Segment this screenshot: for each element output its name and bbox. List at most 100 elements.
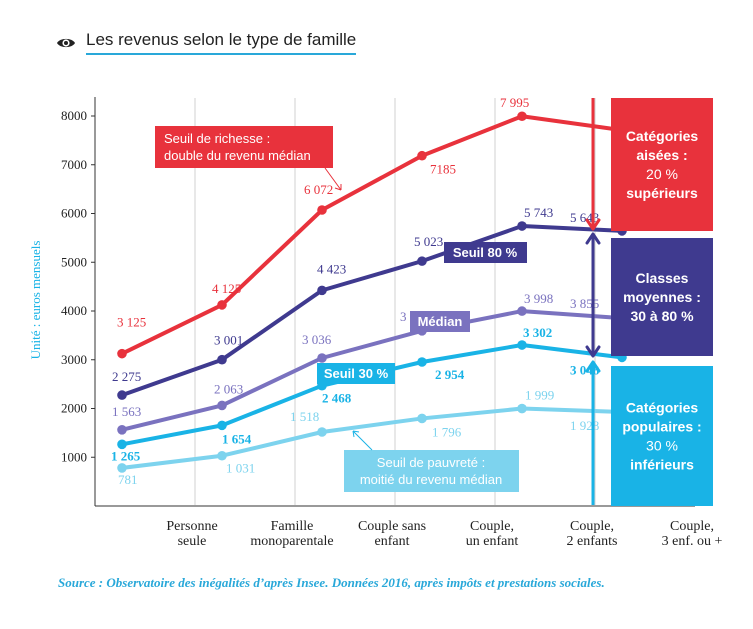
x-tick-label: Personne xyxy=(166,519,217,534)
data-label-s30: 1 265 xyxy=(111,448,141,463)
side-box xyxy=(611,238,713,356)
y-tick-label: 7000 xyxy=(61,157,87,172)
data-point-s30 xyxy=(217,420,227,431)
data-point-median xyxy=(217,400,227,411)
data-label-median: 3 998 xyxy=(524,291,553,306)
data-point-s80 xyxy=(517,221,527,231)
data-label-s80: 2 275 xyxy=(112,369,141,384)
data-label-s30: 2 954 xyxy=(435,367,465,382)
range-arrowhead-moyennes-bottom xyxy=(585,345,601,358)
x-tick-label: seule xyxy=(178,534,207,549)
data-point-s80 xyxy=(117,390,127,400)
data-label-riche: 3 125 xyxy=(117,315,146,330)
data-label-s30: 2 468 xyxy=(322,391,352,406)
page-title: Les revenus selon le type de famille xyxy=(86,30,357,55)
y-tick-label: 8000 xyxy=(61,108,87,123)
eye-icon xyxy=(57,38,75,47)
callout-box-median xyxy=(410,311,470,332)
data-point-s80 xyxy=(217,354,227,365)
data-label-pauvre: 1 999 xyxy=(525,388,554,403)
data-label-s80: 3 001 xyxy=(214,333,243,348)
data-label-pauvre: 1 031 xyxy=(226,461,255,476)
y-tick-label: 2000 xyxy=(61,401,87,416)
x-tick-label: 2 enfants xyxy=(567,534,618,549)
x-tick-label: 3 enf. ou + xyxy=(662,534,723,549)
x-tick-label: Couple, xyxy=(470,519,514,534)
y-tick-label: 3000 xyxy=(61,352,87,367)
side-box-label: 20 % xyxy=(646,166,678,182)
side-box-label: moyennes : xyxy=(623,289,701,305)
y-tick-label: 1000 xyxy=(61,449,87,464)
data-point-riche xyxy=(317,205,327,215)
x-tick-label: Couple sans xyxy=(358,519,426,534)
side-box xyxy=(611,366,713,506)
x-tick-label: Famille xyxy=(271,519,314,534)
callout-box-riche xyxy=(155,126,333,168)
range-arrowhead-riche xyxy=(585,218,601,231)
callout-text-pauvre: Seuil de pauvreté : xyxy=(377,455,485,470)
series-line-riche xyxy=(120,114,624,356)
side-box-label: aisées : xyxy=(636,147,687,163)
side-box-label: 30 % xyxy=(646,438,678,454)
data-label-pauvre: 1 928 xyxy=(570,418,599,433)
series-line-pauvre xyxy=(120,406,624,470)
data-point-pauvre xyxy=(117,463,127,473)
data-label-s80: 5 743 xyxy=(524,205,553,220)
data-point-s30 xyxy=(117,439,127,450)
callout-box-pauvre xyxy=(344,450,519,492)
callout-box-s80 xyxy=(444,242,527,263)
data-point-riche xyxy=(217,300,227,310)
callout-text-s80: Seuil 80 % xyxy=(453,245,518,260)
callout-arrow-pauvre xyxy=(352,430,360,438)
callout-text-s30: Seuil 30 % xyxy=(324,366,389,381)
side-box-label: populaires : xyxy=(622,419,701,435)
y-tick-label: 6000 xyxy=(61,206,87,221)
data-label-riche: 7 995 xyxy=(500,95,529,110)
x-tick-label: monoparentale xyxy=(250,534,333,549)
data-label-riche: 7185 xyxy=(430,162,456,177)
series-line-s80 xyxy=(120,224,624,398)
data-label-s80: 5 643 xyxy=(570,210,599,225)
data-point-median xyxy=(117,425,127,435)
callout-leader-riche xyxy=(324,167,342,191)
data-point-riche xyxy=(517,111,527,122)
data-label-pauvre: 1 518 xyxy=(290,409,319,424)
side-box-label: supérieurs xyxy=(626,185,698,201)
data-label-s30: 1 654 xyxy=(222,431,252,446)
side-box xyxy=(611,98,713,231)
data-label-pauvre: 1 796 xyxy=(432,424,462,439)
data-label-pauvre: 781 xyxy=(118,472,138,487)
series-line-median xyxy=(120,309,624,432)
data-point-s30 xyxy=(517,340,527,350)
data-label-median: 3 036 xyxy=(302,332,332,347)
callout-text-median: Médian xyxy=(418,314,463,329)
data-point-pauvre xyxy=(517,403,527,414)
data-label-median: 3 855 xyxy=(570,296,599,311)
side-box-label: Classes xyxy=(636,270,689,286)
callout-arrow-riche xyxy=(334,184,342,191)
range-arrowhead-populaires xyxy=(585,360,601,373)
side-box-label: 30 à 80 % xyxy=(630,308,694,324)
data-label-median: 2 063 xyxy=(214,381,243,396)
x-tick-label: Couple, xyxy=(570,519,614,534)
callout-text-riche: Seuil de richesse : xyxy=(164,131,270,146)
data-label-s80: 5 023 xyxy=(414,234,443,249)
side-box-label: inférieurs xyxy=(630,457,694,473)
data-point-riche xyxy=(417,150,427,161)
data-point-pauvre xyxy=(317,427,327,437)
data-point-pauvre xyxy=(217,450,227,461)
y-tick-label: 5000 xyxy=(61,254,87,269)
side-box-label: Catégories xyxy=(626,128,699,144)
data-point-median xyxy=(517,306,527,316)
data-label-riche: 6 072 xyxy=(304,182,333,197)
x-tick-label: Couple, xyxy=(670,519,714,534)
x-tick-label: enfant xyxy=(375,534,410,549)
data-label-s80: 4 423 xyxy=(317,261,346,276)
side-box-label: Catégories xyxy=(626,400,699,416)
data-label-median: 1 563 xyxy=(112,404,141,419)
chart-header: Les revenus selon le type de famille xyxy=(56,30,357,55)
callout-text-pauvre: moitié du revenu médian xyxy=(360,472,502,487)
source-note: Source : Observatoire des inégalités d’a… xyxy=(58,575,605,590)
x-tick-label: un enfant xyxy=(466,534,519,549)
